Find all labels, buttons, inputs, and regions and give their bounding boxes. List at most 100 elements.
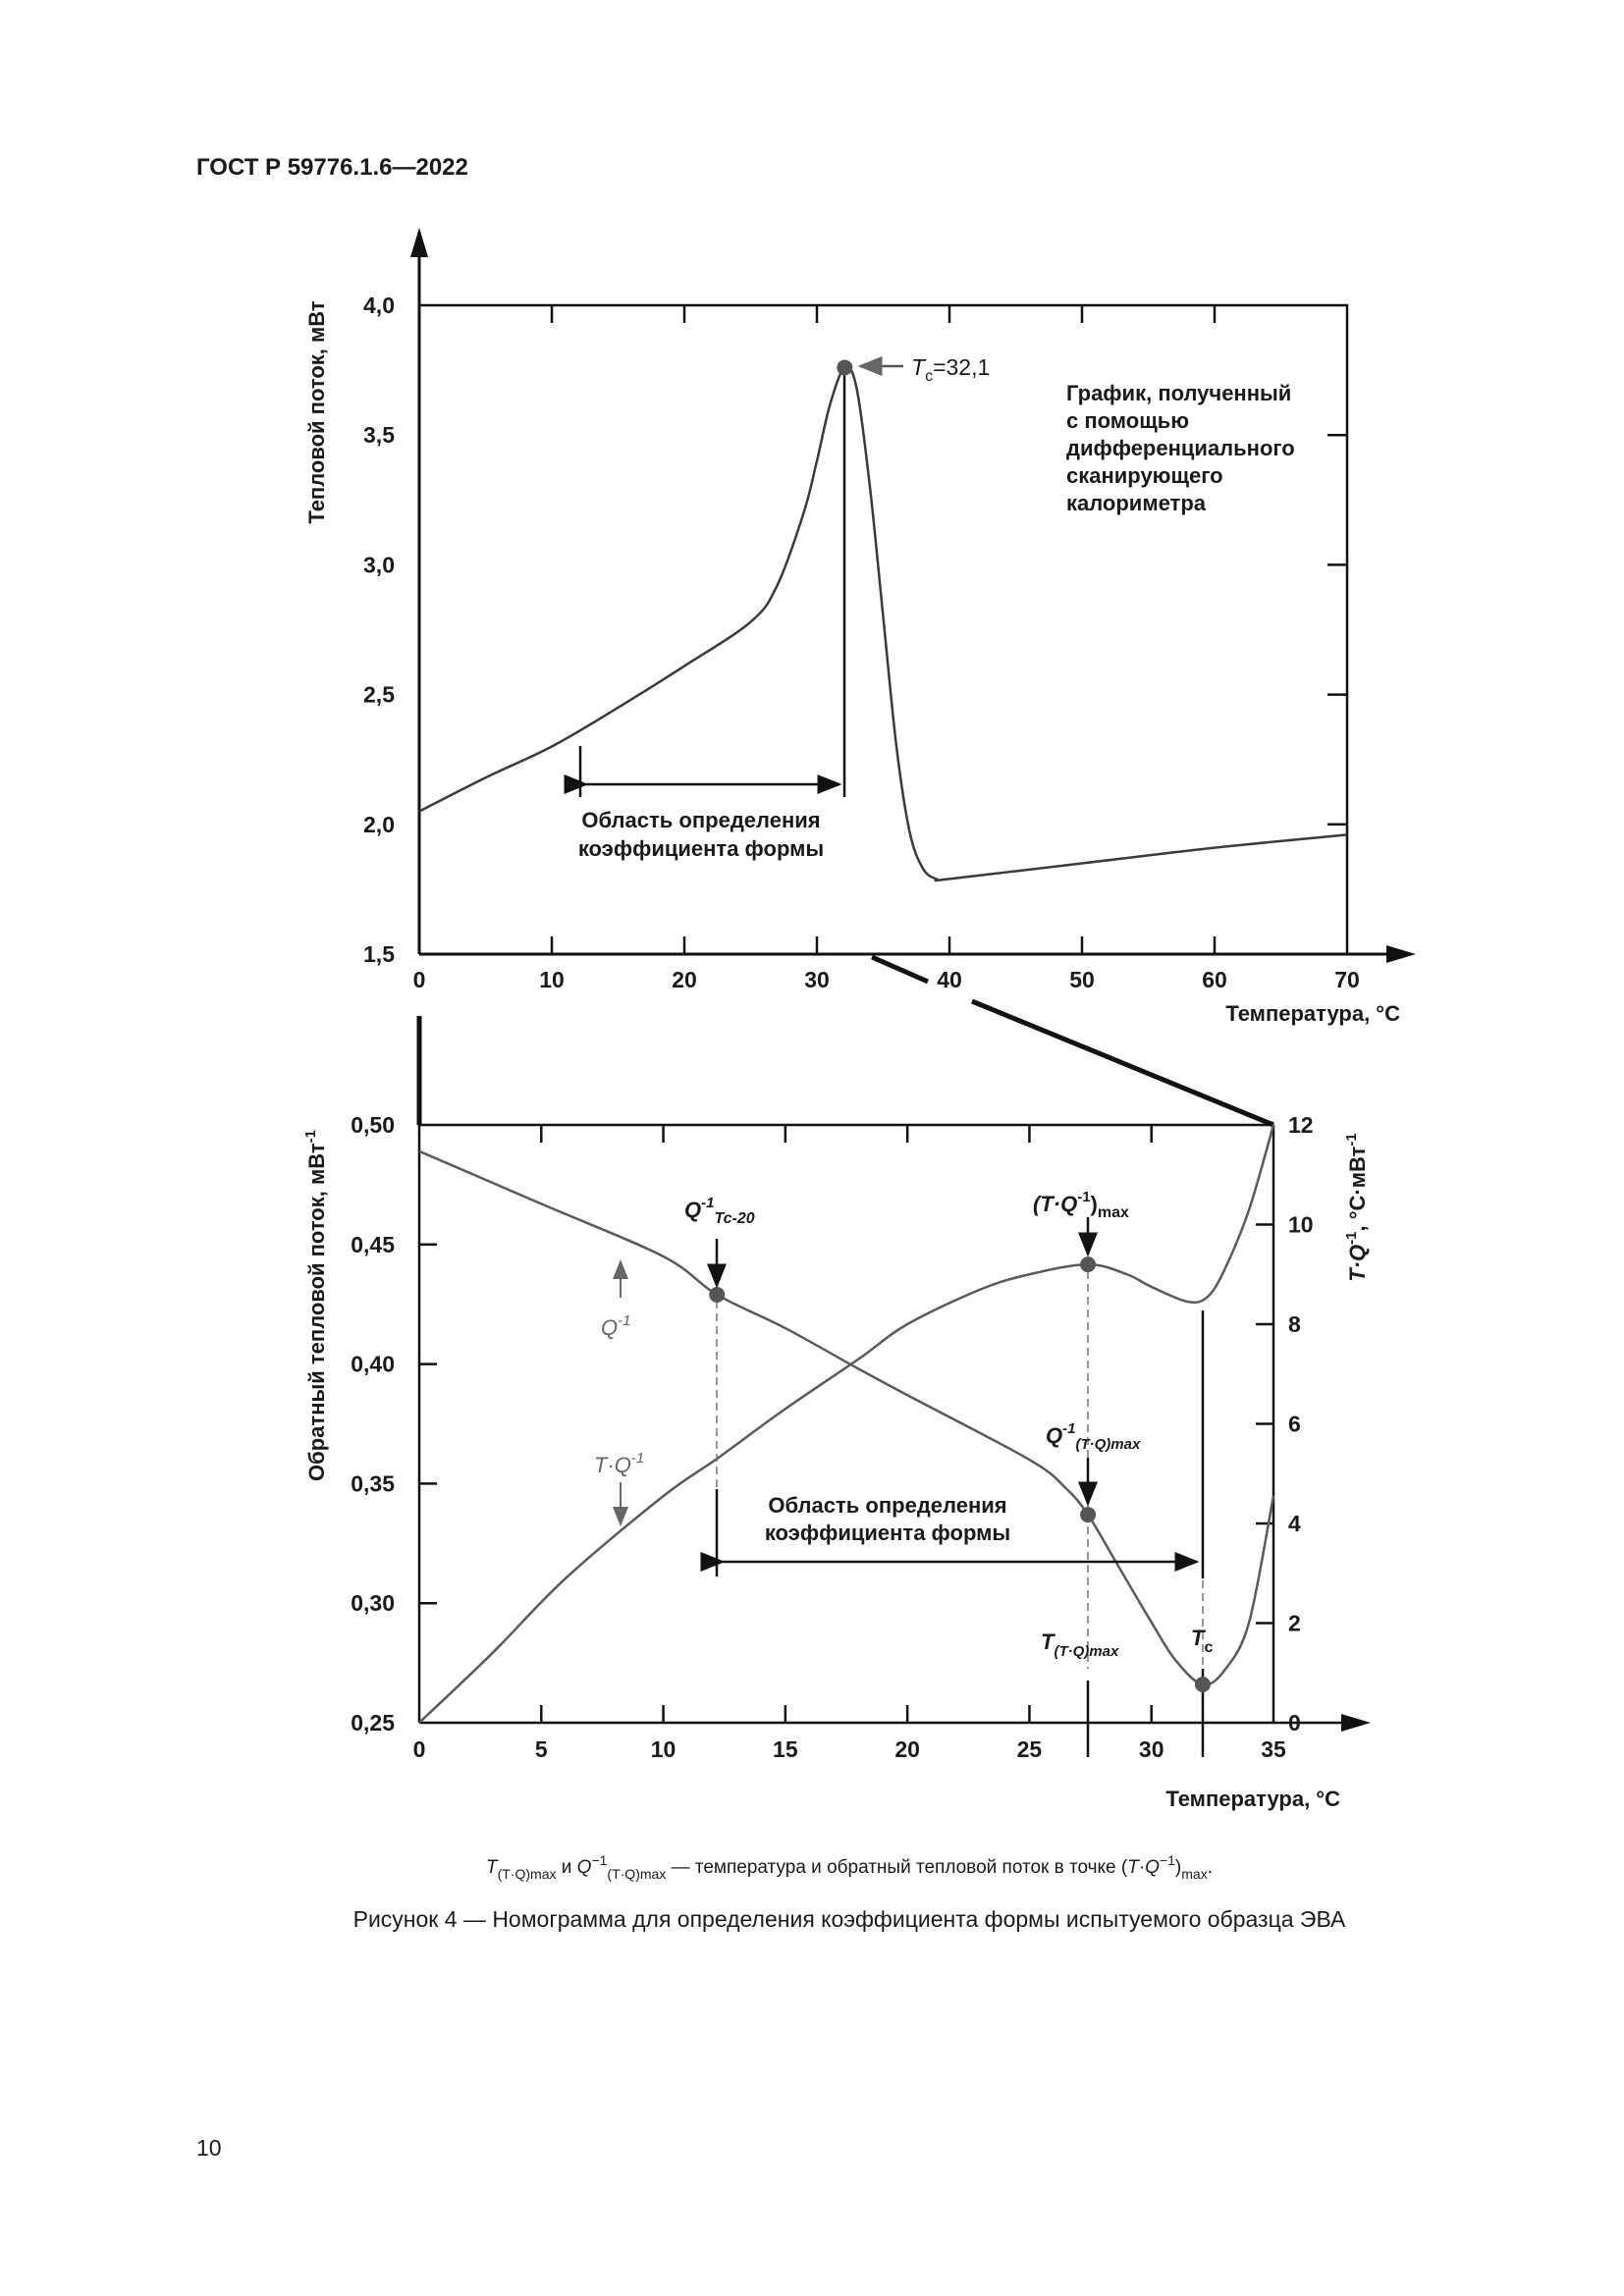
fn-part: Q [577, 1857, 592, 1878]
right-y-axis-title: T·Q-1, °С·мВт-1 [1343, 1133, 1370, 1281]
q-tc20-label: Q-1Tc-20 [684, 1195, 755, 1227]
region-label-line: Область определения [581, 808, 820, 832]
x-tick-label: 0 [413, 967, 426, 992]
sub: max [1098, 1204, 1129, 1221]
right-y-tick-label: 4 [1288, 1511, 1301, 1536]
sub: Tc-20 [714, 1210, 754, 1227]
marker-tc [1194, 1677, 1211, 1693]
tc-marker [837, 359, 853, 376]
y-arrow-head-icon [410, 228, 428, 257]
sub: (T·Q)max [1075, 1436, 1140, 1453]
y2label-sup: -1 [1343, 1232, 1360, 1245]
marker-q-tq-max [1080, 1507, 1097, 1523]
x-tick-label: 25 [1017, 1736, 1043, 1762]
tc-label: Tc [1191, 1626, 1213, 1656]
tc-value: =32,1 [933, 354, 990, 380]
y-tick-label: 3,5 [363, 422, 395, 448]
x-tick-label: 20 [894, 1736, 920, 1762]
sub: c [1204, 1639, 1213, 1656]
region-label-line: коэффициента формы [765, 1521, 1010, 1545]
right-y-tick-label: 12 [1288, 1112, 1314, 1138]
y-tick-label: 2,0 [363, 812, 395, 837]
fn-part: T·Q [1127, 1857, 1160, 1878]
sym: T·Q [594, 1453, 631, 1477]
fn-part: T [486, 1857, 499, 1878]
x-tick-label: 10 [651, 1736, 677, 1762]
right-y-tick-label: 8 [1288, 1311, 1301, 1337]
x-tick-label: 50 [1069, 967, 1095, 992]
x-tick-label: 30 [804, 967, 830, 992]
left-y-tick-label: 0,45 [351, 1232, 395, 1257]
t-times-inverse-flow-curve [418, 1124, 1275, 1724]
sup: -1 [1077, 1189, 1090, 1205]
marker-tq-max [1080, 1256, 1097, 1273]
x-tick-label: 30 [1139, 1736, 1164, 1762]
x-tick-label: 15 [773, 1736, 798, 1762]
x-tick-label: 70 [1334, 967, 1360, 992]
y-tick-label: 4,0 [363, 293, 395, 318]
sym: Q [684, 1198, 701, 1222]
q-curve-label: Q-1 [601, 1312, 630, 1340]
y2label-sym: T·Q [1345, 1245, 1370, 1282]
ylabel-sup: -1 [302, 1130, 319, 1143]
right-y-tick-label: 2 [1288, 1611, 1301, 1636]
fn-part: . [1208, 1857, 1213, 1878]
sup: -1 [701, 1195, 714, 1211]
y-tick-label: 3,0 [363, 552, 395, 577]
region-label-line: Область определения [768, 1493, 1006, 1518]
note-line: сканирующего [1066, 463, 1223, 488]
fn-part: −1 [1160, 1852, 1175, 1868]
inverse-heat-flow-chart: 0 5 10 15 20 25 30 35 0,25 0,30 0,35 0,40 0,45 0,50 0 2… [302, 1112, 1371, 1811]
x-tick-label: 40 [937, 967, 962, 992]
x-tick-label: 0 [413, 1736, 426, 1762]
plot-frame [419, 303, 1349, 954]
left-y-axis-title: Обратный тепловой поток, мВт-1 [302, 1130, 329, 1481]
left-y-tick-label: 0,30 [351, 1590, 395, 1616]
y-tick-label: 2,5 [363, 682, 395, 708]
fn-part: ) [1175, 1857, 1181, 1878]
marker-q-tc-20 [709, 1286, 726, 1303]
y2label-unit-sup: -1 [1343, 1133, 1360, 1146]
sym: T [1191, 1626, 1206, 1650]
x-tick-label: 20 [672, 967, 697, 992]
x-arrow-head-icon [1386, 945, 1416, 963]
sub: (T·Q)max [1054, 1643, 1118, 1660]
t-tq-max-label: T(T·Q)max [1041, 1629, 1119, 1660]
left-y-tick-label: 0,25 [351, 1710, 395, 1735]
connector-line [971, 998, 1274, 1128]
note-line: дифференциального [1066, 436, 1295, 460]
tq-max-label: (T·Q-1)max [1033, 1189, 1129, 1221]
sym: Q [601, 1315, 618, 1340]
q-tq-max-label: Q-1(T·Q)max [1046, 1420, 1141, 1453]
connector-line [870, 954, 930, 985]
x-tick-label: 10 [539, 967, 565, 992]
x-tick-label: 60 [1202, 967, 1227, 992]
x-arrow-head-icon [1341, 1714, 1371, 1732]
figure-caption: Рисунок 4 — Номограмма для определения к… [353, 1906, 1346, 1932]
right-y-tick-label: 0 [1288, 1710, 1301, 1735]
sup: -1 [1062, 1420, 1075, 1437]
sup: -1 [631, 1450, 644, 1467]
zoom-connector [416, 954, 1274, 1128]
dsc-chart: 0 10 20 30 40 50 60 70 1,5 2,0 2,5 3,0 3,5 4,0 Теплов… [304, 228, 1416, 1026]
region-label-line: коэффициента формы [578, 836, 824, 861]
note-line: с помощью [1066, 408, 1189, 433]
sym: (T·Q [1033, 1192, 1077, 1216]
tq-curve-label: T·Q-1 [594, 1450, 644, 1477]
y-axis-title: Тепловой поток, мВт [304, 300, 329, 524]
left-y-tick-label: 0,35 [351, 1470, 395, 1496]
fn-part: (T·Q)max [498, 1866, 557, 1882]
left-y-tick-label: 0,40 [351, 1352, 395, 1377]
x-axis-title: Температура, °С [1165, 1787, 1340, 1811]
fn-part: max [1181, 1866, 1207, 1882]
note-line: калориметра [1066, 491, 1207, 515]
fn-part: и [557, 1857, 577, 1878]
fn-part: — температура и обратный тепловой поток … [666, 1857, 1128, 1878]
inverse-heat-flow-curve [418, 1149, 1275, 1686]
sym: Q [1046, 1423, 1062, 1448]
ylabel-text: Обратный тепловой поток, мВт [304, 1143, 329, 1481]
x-tick-label: 5 [535, 1736, 548, 1762]
fn-part: (T·Q)max [607, 1866, 666, 1882]
right-y-tick-label: 6 [1288, 1412, 1301, 1437]
